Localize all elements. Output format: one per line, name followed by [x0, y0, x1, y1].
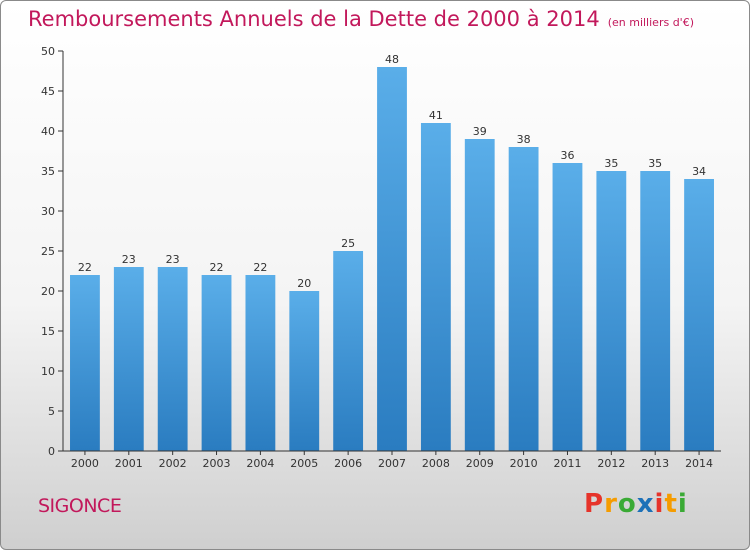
bar-2011	[552, 163, 583, 451]
y-tick-label-15: 15	[41, 325, 55, 338]
commune-name: SIGONCE	[38, 495, 122, 517]
x-tick-label-2004: 2004	[246, 457, 274, 470]
bar-2004	[245, 275, 276, 451]
value-label-2012: 35	[604, 157, 618, 170]
title-text: Remboursements Annuels de la Dette de 20…	[28, 7, 600, 31]
x-tick-label-2001: 2001	[115, 457, 143, 470]
bar-2010	[508, 147, 539, 451]
y-tick-label-0: 0	[48, 445, 55, 458]
logo-letter: r	[604, 489, 618, 519]
logo-letter: i	[677, 489, 688, 519]
value-label-2011: 36	[560, 149, 574, 162]
unit-note: (en milliers d'€)	[607, 16, 694, 29]
bar-2000	[70, 275, 100, 451]
proxiti-logo: Proxiti	[584, 489, 688, 519]
x-tick-label-2010: 2010	[510, 457, 538, 470]
x-tick-label-2007: 2007	[378, 457, 406, 470]
y-tick-label-35: 35	[41, 165, 55, 178]
y-tick-label-10: 10	[41, 365, 55, 378]
x-tick-label-2000: 2000	[71, 457, 99, 470]
logo-letter: P	[584, 489, 605, 519]
bar-2014	[684, 179, 714, 451]
value-label-2010: 38	[517, 133, 531, 146]
y-tick-label-30: 30	[41, 205, 55, 218]
bar-2007	[377, 67, 407, 451]
x-tick-label-2012: 2012	[597, 457, 625, 470]
x-tick-label-2008: 2008	[422, 457, 450, 470]
y-tick-label-20: 20	[41, 285, 55, 298]
y-tick-label-5: 5	[48, 405, 55, 418]
value-label-2000: 22	[78, 261, 92, 274]
value-label-2002: 23	[166, 253, 180, 266]
bar-2003	[201, 275, 232, 451]
y-tick-label-25: 25	[41, 245, 55, 258]
chart-title: Remboursements Annuels de la Dette de 20…	[28, 7, 694, 31]
value-label-2003: 22	[210, 261, 224, 274]
value-label-2008: 41	[429, 109, 443, 122]
x-tick-label-2003: 2003	[203, 457, 231, 470]
x-tick-label-2011: 2011	[553, 457, 581, 470]
bars-group	[70, 67, 714, 451]
logo-letter: x	[636, 489, 655, 519]
bar-2001	[113, 267, 144, 451]
value-label-2007: 48	[385, 53, 399, 66]
value-label-2006: 25	[341, 237, 355, 250]
y-tick-label-45: 45	[41, 85, 55, 98]
value-label-2009: 39	[473, 125, 487, 138]
value-label-2013: 35	[648, 157, 662, 170]
value-label-2004: 22	[253, 261, 267, 274]
x-tick-label-2002: 2002	[159, 457, 187, 470]
value-labels-group: 22 23 23 22 22 20 25 48 41 39 38 36 35 35 34	[78, 53, 706, 290]
y-tick-label-50: 50	[41, 45, 55, 58]
value-label-2014: 34	[692, 165, 706, 178]
x-tick-label-2006: 2006	[334, 457, 362, 470]
logo-letter: t	[664, 489, 678, 519]
value-label-2005: 20	[297, 277, 311, 290]
axes-group: 2000 2001 2002 2003 2004 2005 2006 2007 2008 2009…	[41, 45, 721, 470]
bar-2008	[420, 123, 451, 451]
bar-2009	[464, 139, 495, 451]
bar-2005	[289, 291, 320, 451]
logo-letter: o	[617, 489, 637, 519]
y-tick-label-40: 40	[41, 125, 55, 138]
bar-2013	[640, 171, 671, 451]
x-tick-label-2014: 2014	[685, 457, 713, 470]
bar-2012	[596, 171, 627, 451]
bar-2002	[157, 267, 188, 451]
bar-2006	[333, 251, 364, 451]
value-label-2001: 23	[122, 253, 136, 266]
logo-letter: i	[654, 489, 665, 519]
x-tick-label-2005: 2005	[290, 457, 318, 470]
x-tick-label-2013: 2013	[641, 457, 669, 470]
x-tick-label-2009: 2009	[466, 457, 494, 470]
